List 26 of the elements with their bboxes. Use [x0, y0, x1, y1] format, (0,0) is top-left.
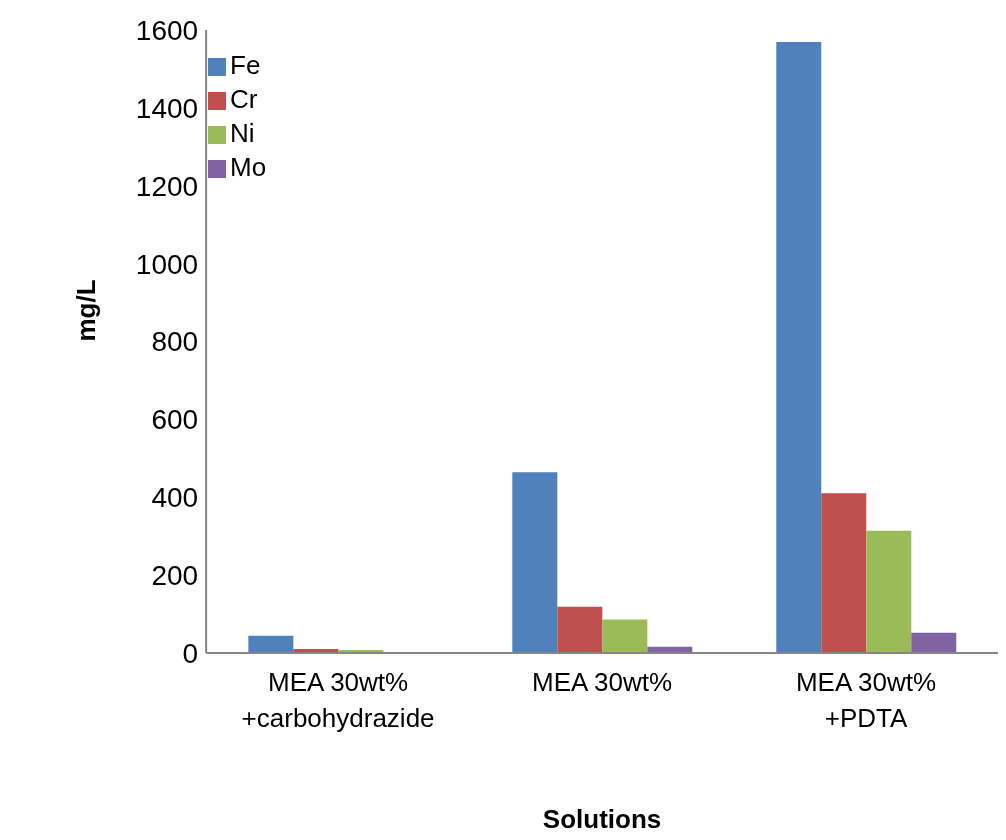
bar [248, 635, 294, 653]
y-tick-label: 800 [151, 326, 199, 358]
x-tick-label: MEA 30wt% +PDTA [795, 667, 937, 733]
bar [557, 606, 603, 653]
y-tick-label: 1000 [135, 248, 199, 280]
y-tick-label: 1600 [135, 14, 199, 46]
bar [776, 42, 822, 653]
bar [866, 530, 912, 653]
legend-label: Mo [230, 152, 267, 182]
y-axis-title: mg/L [71, 279, 102, 342]
legend-label: Cr [230, 84, 258, 114]
y-tick-label: 0 [182, 637, 199, 669]
bar [512, 472, 558, 653]
bar [602, 619, 648, 653]
bar [821, 493, 867, 653]
bar [911, 632, 957, 653]
y-tick-label: 1400 [135, 92, 199, 124]
legend-label: Ni [230, 118, 255, 148]
x-tick-label: MEA 30wt% [531, 667, 673, 697]
y-tick-label: 600 [151, 404, 199, 436]
y-tick-label: 200 [151, 560, 199, 592]
y-tick-label: 1200 [135, 170, 199, 202]
y-tick-label: 400 [151, 482, 199, 514]
legend-label: Fe [230, 50, 261, 80]
x-tick-label: MEA 30wt% +carbohydrazide [241, 667, 435, 733]
x-axis-title: Solutions [542, 804, 662, 834]
